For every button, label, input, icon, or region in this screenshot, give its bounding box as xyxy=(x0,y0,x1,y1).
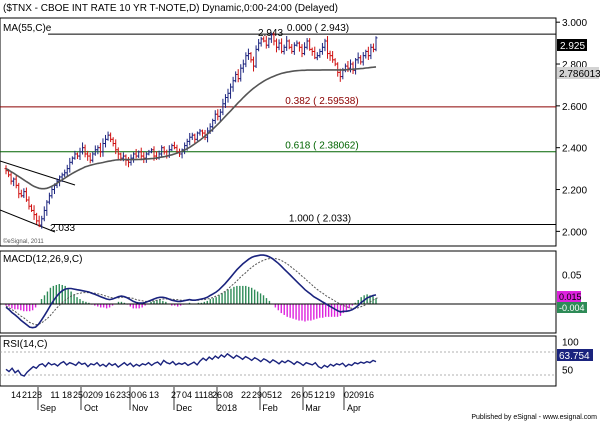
rsi-panel xyxy=(0,335,557,387)
esignal-credit: ©eSignal, 2011 xyxy=(3,238,44,245)
x-day-label: 25 xyxy=(73,390,83,400)
high-label: 2.943 xyxy=(258,28,283,39)
x-day-label: 09 xyxy=(354,390,364,400)
x-month-label: Apr xyxy=(347,403,361,413)
macd-value: 0.015 xyxy=(559,292,582,302)
x-month-label: 2018 xyxy=(217,403,237,413)
x-day-label: 18 xyxy=(203,390,213,400)
x-day-label: 09 xyxy=(93,390,103,400)
x-day-label: 19 xyxy=(325,390,335,400)
x-day-label: 23 xyxy=(116,390,126,400)
fib-level-label: 1.000 ( 2.033) xyxy=(289,213,351,224)
x-day-label: 05 xyxy=(303,390,313,400)
last-price-value: 2.925 xyxy=(560,41,585,52)
x-month-label: Oct xyxy=(84,403,99,413)
low-label: 2.033 xyxy=(50,223,75,234)
fib-level-label: 0.000 ( 2.943) xyxy=(287,23,349,34)
macd-panel xyxy=(0,250,557,334)
x-day-label: 16 xyxy=(105,390,115,400)
x-day-label: 18 xyxy=(62,390,72,400)
x-day-label: 26 xyxy=(291,390,301,400)
x-day-label: 02 xyxy=(344,390,354,400)
rsi-y-tick-label: 100 xyxy=(562,338,579,349)
x-day-label: 12 xyxy=(314,390,324,400)
x-day-label: 28 xyxy=(32,390,42,400)
x-day-label: 12 xyxy=(272,390,282,400)
channel-line-lower xyxy=(0,209,56,233)
x-day-label: 21 xyxy=(22,390,32,400)
ma-value: 2.786013 xyxy=(559,69,600,80)
macd-line xyxy=(5,254,377,329)
y-tick-label: 3.000 xyxy=(562,18,587,29)
rsi-line xyxy=(5,352,377,377)
ma-label: MA(55,C)e xyxy=(3,23,52,34)
macd-hist-value-tag: -0.004 xyxy=(557,302,587,313)
macd-label: MACD(12,26,9,C) xyxy=(3,254,82,265)
x-day-label: 22 xyxy=(241,390,251,400)
x-day-label: 13 xyxy=(149,390,159,400)
x-day-label: 06 xyxy=(137,390,147,400)
chart-title: ($TNX - CBOE INT RATE 10 YR T-NOTE,D) Dy… xyxy=(3,3,338,14)
rsi-label: RSI(14,C) xyxy=(3,339,47,350)
macd-y-tick-label: 0.05 xyxy=(562,270,582,281)
x-day-label: 08 xyxy=(223,390,233,400)
x-month-label: Mar xyxy=(305,403,321,413)
x-day-label: 30 xyxy=(126,390,136,400)
ma-value-tag: 2.786013 xyxy=(557,67,600,80)
x-day-label: 04 xyxy=(182,390,192,400)
ma-line xyxy=(5,66,377,190)
x-day-label: 16 xyxy=(364,390,374,400)
x-day-label: 29 xyxy=(252,390,262,400)
rsi-value: 63.754 xyxy=(559,351,590,362)
y-tick-label: 2.200 xyxy=(562,186,587,197)
x-month-label: Sep xyxy=(40,403,56,413)
x-day-label: 02 xyxy=(83,390,93,400)
macd-signal-line xyxy=(5,258,380,326)
x-month-label: Feb xyxy=(262,403,278,413)
price-panel xyxy=(0,17,557,247)
rsi-value-tag: 63.754 xyxy=(557,349,593,362)
y-tick-label: 2.400 xyxy=(562,144,587,155)
fib-level-label: 0.618 ( 2.38062) xyxy=(285,141,358,152)
y-tick-label: 2.000 xyxy=(562,227,587,238)
x-day-label: 11 xyxy=(194,390,203,400)
x-month-label: Nov xyxy=(132,403,149,413)
last-price-tag: 2.925 xyxy=(557,39,587,52)
macd-hist-value: -0.004 xyxy=(559,303,585,313)
price-bar xyxy=(374,36,378,52)
x-day-label: 05 xyxy=(262,390,272,400)
publisher-footer: Published by eSignal - www.esignal.com xyxy=(471,414,597,421)
y-tick-label: 2.800 xyxy=(562,60,587,71)
x-day-label: 27 xyxy=(171,390,181,400)
macd-value-tag: 0.015 xyxy=(557,291,582,302)
x-day-label: 14 xyxy=(11,390,21,400)
x-month-label: Dec xyxy=(176,403,193,413)
x-day-label: 11 xyxy=(50,390,59,400)
fib-level-label: 0.382 ( 2.59538) xyxy=(285,96,358,107)
rsi-y-tick-label: 50 xyxy=(562,365,574,376)
y-tick-label: 2.600 xyxy=(562,102,587,113)
